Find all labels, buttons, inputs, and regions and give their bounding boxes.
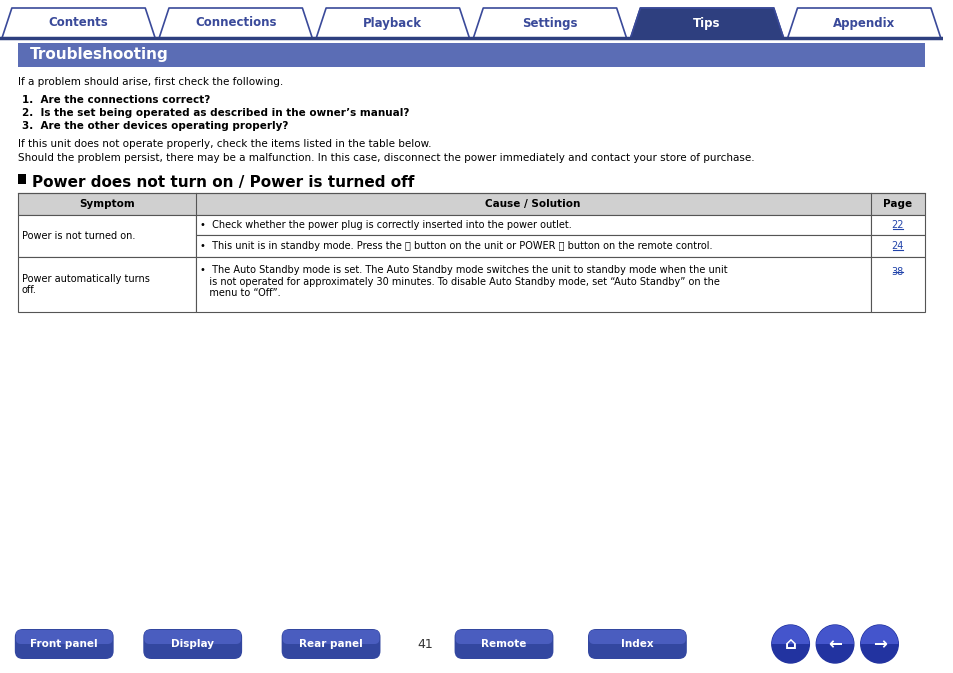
Wedge shape xyxy=(771,625,808,644)
Polygon shape xyxy=(473,8,626,38)
Text: →: → xyxy=(872,635,885,653)
Bar xyxy=(195,215,870,235)
Text: Symptom: Symptom xyxy=(79,199,134,209)
Text: 3.  Are the other devices operating properly?: 3. Are the other devices operating prope… xyxy=(22,121,288,131)
Bar xyxy=(18,43,924,67)
FancyBboxPatch shape xyxy=(281,629,380,659)
Text: Cause / Solution: Cause / Solution xyxy=(485,199,580,209)
Text: 22: 22 xyxy=(891,220,903,230)
Wedge shape xyxy=(860,625,898,644)
Bar xyxy=(18,257,195,312)
FancyBboxPatch shape xyxy=(456,630,552,644)
Text: 41: 41 xyxy=(416,637,433,651)
Text: 1.  Are the connections correct?: 1. Are the connections correct? xyxy=(22,95,210,105)
Bar xyxy=(18,215,195,257)
FancyBboxPatch shape xyxy=(143,629,242,659)
Text: Playback: Playback xyxy=(363,17,422,30)
FancyBboxPatch shape xyxy=(455,629,553,659)
Text: If this unit does not operate properly, check the items listed in the table belo: If this unit does not operate properly, … xyxy=(18,139,431,149)
Polygon shape xyxy=(787,8,940,38)
Text: Power is not turned on.: Power is not turned on. xyxy=(22,231,135,241)
Text: Troubleshooting: Troubleshooting xyxy=(30,48,169,63)
Text: ⌂: ⌂ xyxy=(783,635,796,653)
Bar xyxy=(18,193,924,215)
Text: Front panel: Front panel xyxy=(30,639,98,649)
Text: If a problem should arise, first check the following.: If a problem should arise, first check t… xyxy=(18,77,283,87)
Bar xyxy=(870,257,924,312)
Circle shape xyxy=(771,625,808,663)
Text: •  Check whether the power plug is correctly inserted into the power outlet.: • Check whether the power plug is correc… xyxy=(199,220,571,230)
Text: Should the problem persist, there may be a malfunction. In this case, disconnect: Should the problem persist, there may be… xyxy=(18,153,754,163)
Polygon shape xyxy=(2,8,155,38)
Bar xyxy=(870,235,924,257)
FancyBboxPatch shape xyxy=(587,629,686,659)
Text: Display: Display xyxy=(171,639,214,649)
Text: Remote: Remote xyxy=(481,639,526,649)
FancyBboxPatch shape xyxy=(15,629,113,659)
FancyBboxPatch shape xyxy=(588,630,685,644)
Text: Power does not turn on / Power is turned off: Power does not turn on / Power is turned… xyxy=(31,175,414,190)
FancyBboxPatch shape xyxy=(282,630,379,644)
Bar xyxy=(195,235,870,257)
Text: Settings: Settings xyxy=(521,17,578,30)
Text: Rear panel: Rear panel xyxy=(299,639,362,649)
Text: Page: Page xyxy=(882,199,911,209)
Bar xyxy=(195,257,870,312)
Text: Connections: Connections xyxy=(194,17,276,30)
Text: Power automatically turns
off.: Power automatically turns off. xyxy=(22,274,150,295)
Bar xyxy=(870,215,924,235)
Polygon shape xyxy=(159,8,312,38)
Text: Appendix: Appendix xyxy=(832,17,895,30)
FancyBboxPatch shape xyxy=(144,630,241,644)
Text: ←: ← xyxy=(827,635,841,653)
Wedge shape xyxy=(816,625,853,644)
Circle shape xyxy=(816,625,853,663)
Text: 2.  Is the set being operated as described in the owner’s manual?: 2. Is the set being operated as describe… xyxy=(22,108,409,118)
Text: Contents: Contents xyxy=(49,17,109,30)
Circle shape xyxy=(860,625,898,663)
Bar xyxy=(18,174,26,184)
Text: 24: 24 xyxy=(891,241,903,251)
Text: 38: 38 xyxy=(891,267,903,277)
Text: Tips: Tips xyxy=(693,17,720,30)
Text: Index: Index xyxy=(620,639,653,649)
FancyBboxPatch shape xyxy=(16,630,112,644)
Polygon shape xyxy=(630,8,782,38)
Polygon shape xyxy=(315,8,469,38)
Text: •  The Auto Standby mode is set. The Auto Standby mode switches the unit to stan: • The Auto Standby mode is set. The Auto… xyxy=(199,265,726,298)
Text: •  This unit is in standby mode. Press the ⏻ button on the unit or POWER ⏻ butto: • This unit is in standby mode. Press th… xyxy=(199,241,711,251)
